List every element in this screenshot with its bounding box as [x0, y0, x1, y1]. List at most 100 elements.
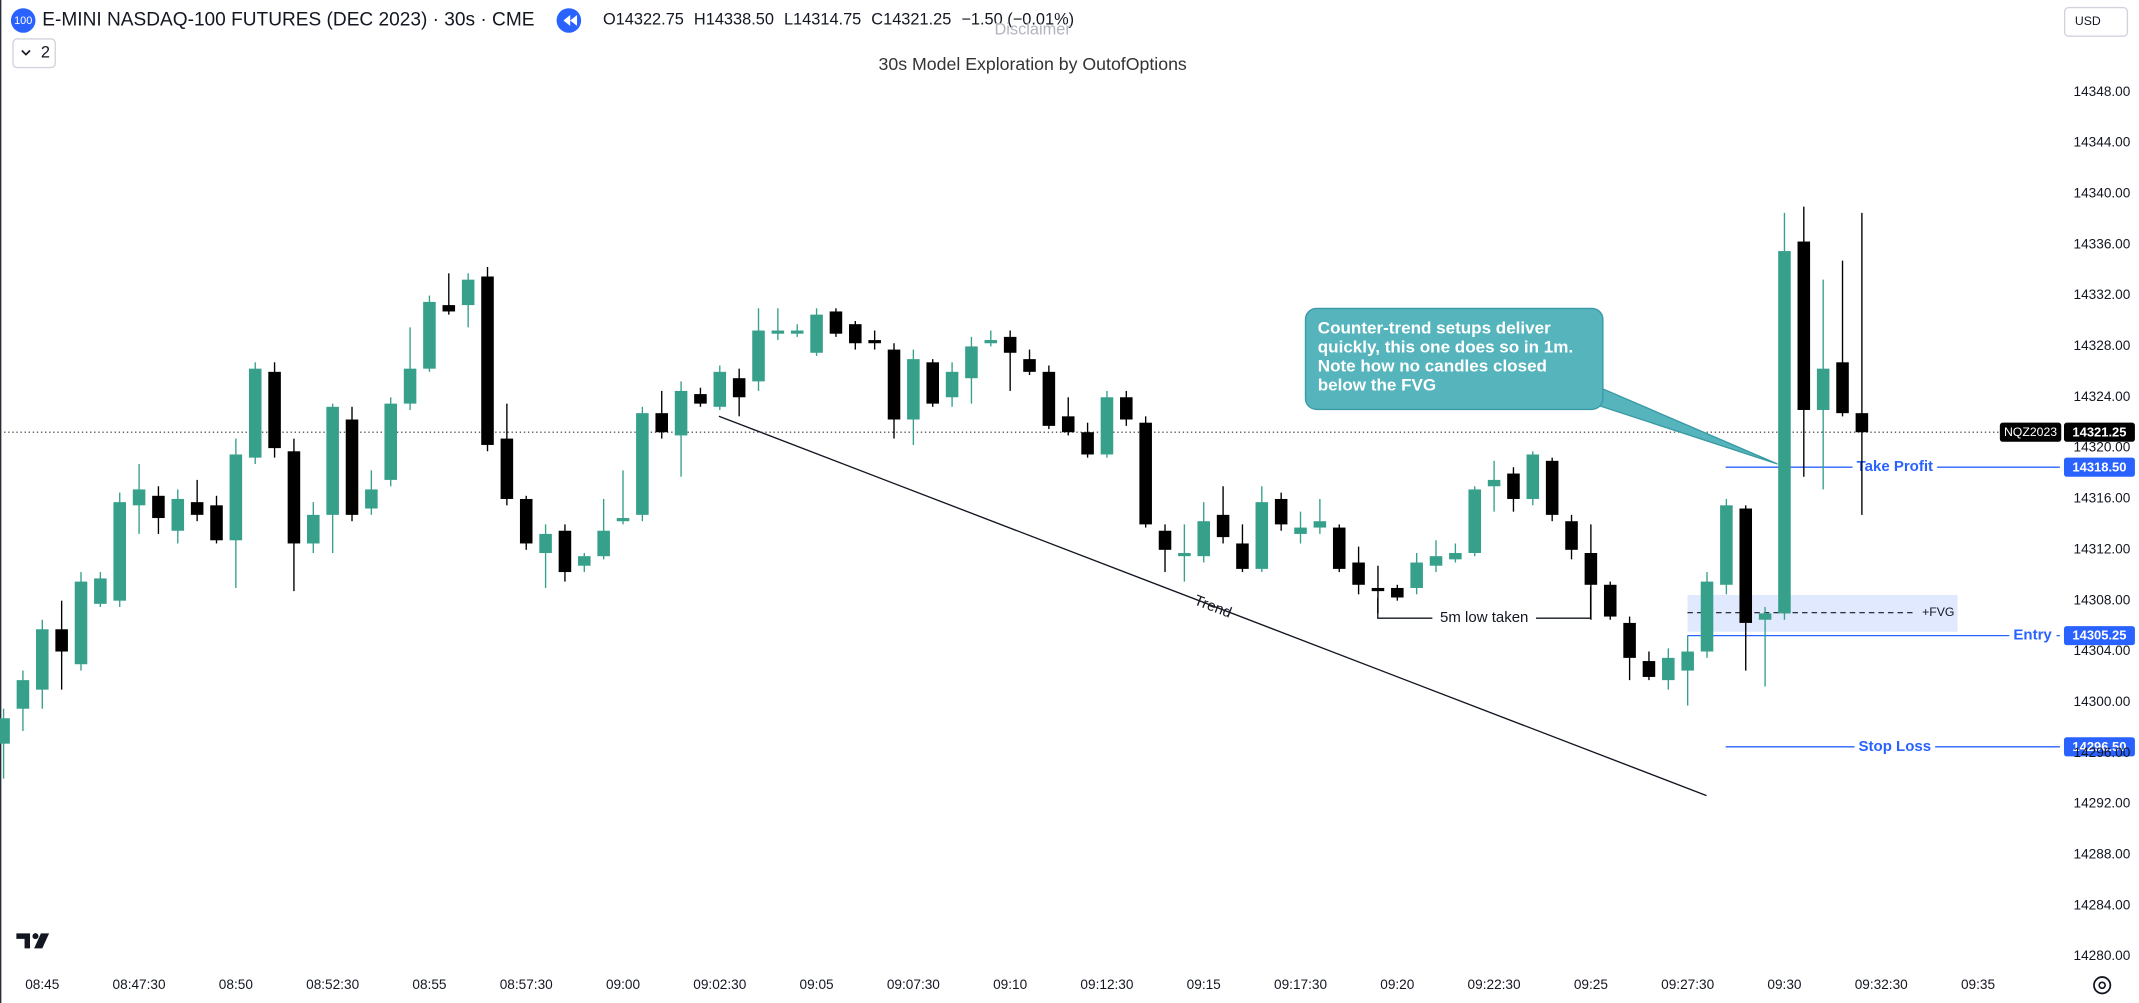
callout-line: Note how no candles closed [1318, 357, 1547, 376]
y-tick-label: 14304.00 [2074, 643, 2131, 658]
candle-body [1855, 413, 1869, 433]
candle-body [1758, 613, 1772, 620]
y-tick-label: 14288.00 [2074, 847, 2131, 862]
currency: USD [2075, 14, 2101, 28]
x-tick-label: 08:57:30 [500, 977, 553, 992]
x-tick-label: 08:50 [219, 977, 254, 992]
ohlc-legend: O14322.75 H14338.50 L14314.75 C14321.25 … [603, 11, 1074, 29]
candle-body [210, 505, 223, 541]
candle-body [1371, 587, 1385, 592]
x-tick-label: 09:12:30 [1080, 977, 1133, 992]
level-badge [2063, 737, 2135, 757]
y-tick-label: 14320.00 [2074, 440, 2131, 455]
fvg-zone [1687, 594, 1958, 632]
y-tick-label: 14296.00 [2074, 745, 2131, 760]
candle-body [597, 530, 610, 557]
candle-body [1197, 521, 1211, 557]
logo-part [16, 933, 31, 949]
candle-body [326, 406, 339, 515]
trend-line [718, 415, 1707, 797]
callout-box [1304, 307, 1604, 411]
candle-body [1623, 622, 1636, 658]
x-tick-label: 09:27:30 [1661, 977, 1714, 992]
ohlc-close: C14321.25 [871, 11, 951, 29]
symbol-badge-axis [1999, 422, 2062, 442]
candle-body [1836, 362, 1849, 414]
candle-body [1332, 527, 1346, 569]
candle-body [1700, 581, 1714, 652]
x-tick-label: 09:07:30 [887, 977, 940, 992]
callout-line: Counter-trend setups deliver [1318, 318, 1551, 337]
candle-body [1003, 336, 1017, 353]
chart-title[interactable]: E-MINI NASDAQ-100 FUTURES (DEC 2023) · 3… [42, 10, 534, 31]
candle-body [113, 502, 126, 601]
logo-part [34, 933, 50, 949]
candle-body [752, 330, 765, 382]
x-axis: 08:45 08:47:30 08:50 08:52:30 08:55 08:57:30 0… [25, 977, 1995, 992]
level-badge-text: 14296.50 [2072, 739, 2126, 754]
settings-button[interactable] [2093, 976, 2112, 995]
level-label-bg [2009, 626, 2057, 646]
candle-body [1739, 508, 1753, 623]
candle-body [694, 394, 707, 404]
x-tick-label: 09:17:30 [1274, 977, 1327, 992]
candle-body [1352, 562, 1365, 585]
candle-body [287, 451, 301, 544]
candle-body [945, 371, 959, 398]
candle-body [539, 533, 552, 553]
candle-body [500, 438, 514, 499]
candle-body [1158, 530, 1172, 550]
candle-body [1642, 661, 1656, 677]
y-tick-label: 14292.00 [2074, 796, 2131, 811]
price-badge-text: 14321.25 [2072, 424, 2126, 439]
y-tick-label: 14308.00 [2074, 592, 2131, 607]
candle-body [94, 578, 107, 604]
level-badge-text: 14318.50 [2072, 459, 2126, 474]
candle-body [36, 629, 49, 690]
y-tick-label: 14344.00 [2074, 135, 2131, 150]
candle-body [984, 340, 998, 344]
candle-body [926, 362, 940, 404]
level-label: Take Profit [1857, 458, 1933, 475]
candle-body [1081, 432, 1094, 455]
candle-body [1526, 454, 1540, 499]
y-tick-label: 14312.00 [2074, 541, 2131, 556]
candle-body [790, 330, 804, 334]
candle-body [1236, 543, 1249, 569]
candle-body [1584, 552, 1598, 585]
y-tick-label: 14280.00 [2074, 948, 2131, 963]
candle-body [1507, 473, 1520, 499]
level-badge [2063, 626, 2135, 646]
x-tick-label: 09:00 [606, 977, 641, 992]
symbol-badge[interactable] [10, 8, 36, 33]
candle-body [732, 378, 746, 398]
callout-line: below the FVG [1318, 376, 1436, 395]
level-label-bg [1854, 737, 1936, 757]
x-tick-label: 08:52:30 [306, 977, 359, 992]
indicator-count: 2 [41, 44, 50, 62]
low-label: 5m low taken [1440, 609, 1528, 626]
currency-button[interactable] [2063, 6, 2129, 37]
level-badge-text: 14305.25 [2072, 628, 2126, 643]
indicator-toggle[interactable] [12, 38, 56, 69]
candle-body [965, 346, 978, 379]
candle-body [519, 498, 533, 544]
candle-body [636, 413, 649, 515]
candle-body [248, 368, 262, 458]
ohlc-open: O14322.75 [603, 11, 684, 29]
candle-body [1294, 527, 1307, 534]
ohlc-low: L14314.75 [784, 11, 861, 29]
candle-body [713, 371, 727, 407]
candle-body [907, 359, 920, 420]
candle-body [365, 489, 378, 509]
x-tick-label: 09:22:30 [1468, 977, 1521, 992]
candle-body [461, 279, 475, 306]
candle-body [1778, 251, 1791, 614]
y-tick-label: 14340.00 [2074, 185, 2131, 200]
logo[interactable] [16, 933, 50, 949]
ohlc-high: H14338.50 [694, 11, 774, 29]
settings-icon [2098, 981, 2106, 990]
candle-body [345, 419, 359, 515]
candle-body [384, 403, 397, 480]
